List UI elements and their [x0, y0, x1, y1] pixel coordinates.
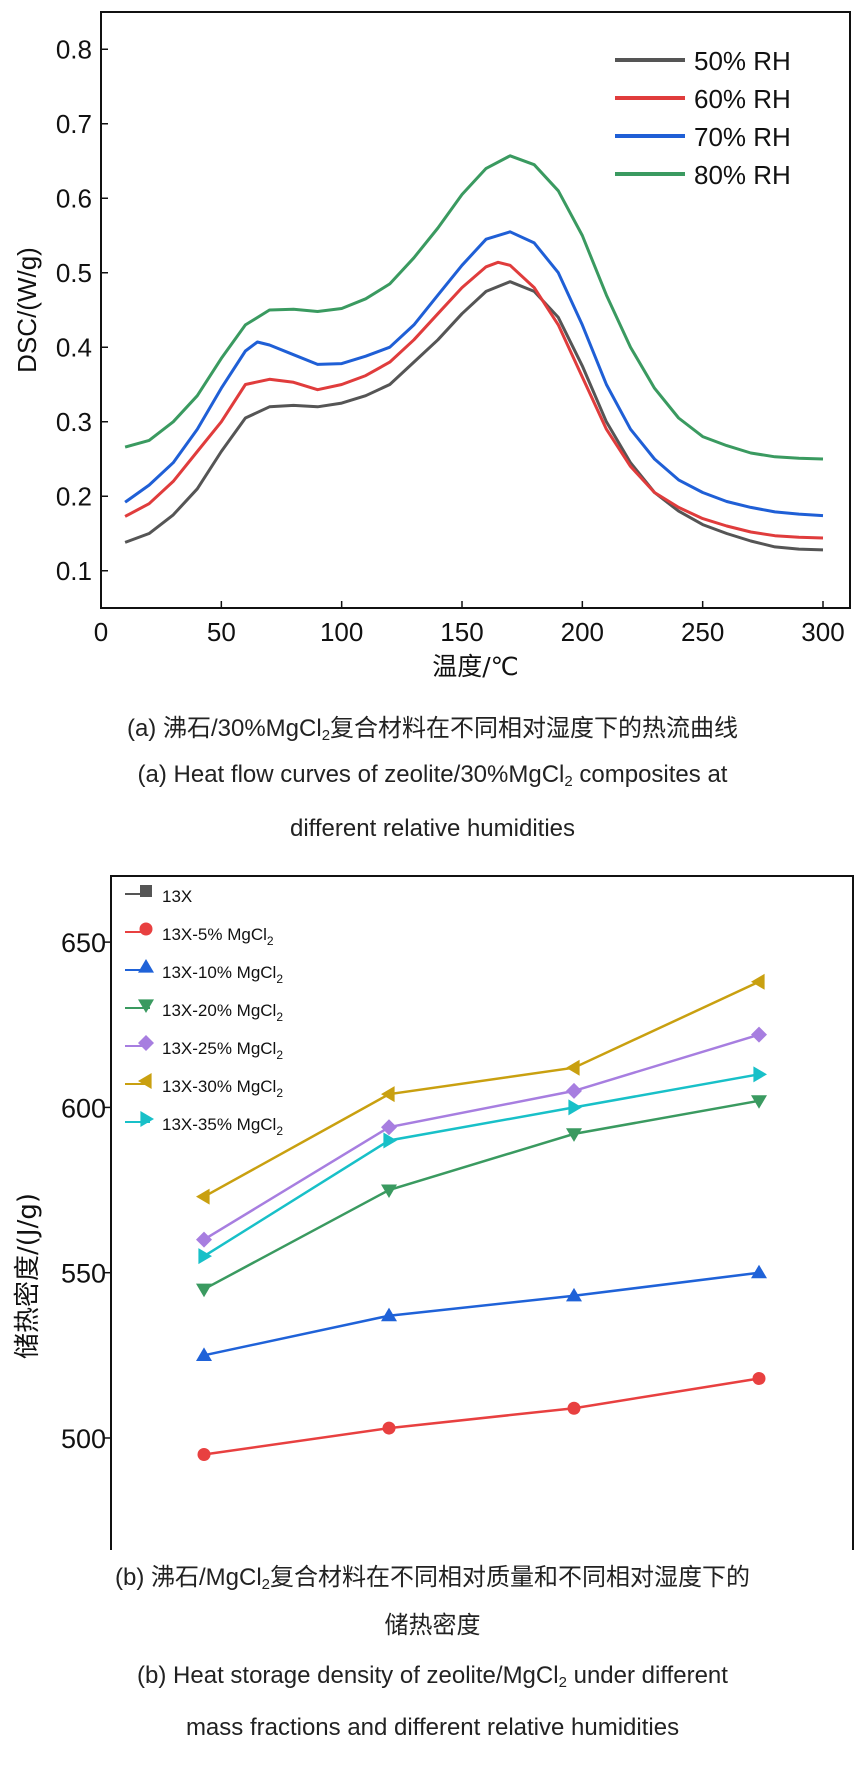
chart-a-heat-flow: 0 50 100 150 200 250 300 0.1 0.2 0.3 0.4 0.5 0.6 0.7 0…	[12, 11, 851, 681]
data-point-triangle-down	[196, 1283, 212, 1298]
data-point-triangle-left	[751, 973, 765, 990]
caption-a-en-line1: (a) Heat flow curves of zeolite/30%MgCl2…	[137, 761, 728, 790]
series-line-3	[203, 1271, 760, 1357]
y-tick-label: 550	[61, 1259, 106, 1289]
caption-a-en-line2: different relative humidities	[289, 815, 576, 842]
x-tick-label: 300	[801, 617, 844, 647]
legend-subscript: 2	[276, 1048, 283, 1062]
series-line-5	[203, 1033, 760, 1241]
data-point-triangle-down	[751, 1095, 767, 1109]
legend-label: 13X-25% MgCl2	[162, 1039, 283, 1062]
y-tick-label: 500	[61, 1424, 106, 1454]
data-point-circle	[197, 1448, 211, 1462]
data-point-diamond	[196, 1231, 212, 1248]
data-point-triangle-up	[196, 1347, 212, 1361]
data-point-triangle-up	[566, 1287, 582, 1302]
legend-subscript: 2	[276, 972, 283, 986]
legend-marker-circle	[139, 922, 153, 936]
data-point-diamond	[566, 1082, 582, 1099]
legend-label: 50% RH	[694, 46, 791, 76]
data-point-circle	[752, 1371, 766, 1385]
y-axis-label: 储热密度/(J/g)	[13, 1193, 43, 1359]
legend-label: 80% RH	[694, 160, 791, 190]
data-point-triangle-right	[198, 1248, 212, 1265]
y-tick-label: 0.7	[56, 109, 92, 139]
x-tick-label: 100	[320, 617, 363, 647]
y-tick-label: 0.3	[56, 407, 92, 437]
legend-marker-diamond	[138, 1035, 154, 1051]
series-line-2	[124, 260, 824, 540]
legend-label: 13X-5% MgCl2	[162, 925, 274, 948]
series-line-1	[124, 280, 824, 552]
data-point-triangle-up	[751, 1264, 767, 1279]
x-tick-label: 50	[207, 617, 236, 647]
y-tick-label: 0.1	[56, 556, 92, 586]
series-line-6	[203, 980, 760, 1198]
legend-marker-triangle-up	[138, 959, 154, 973]
legend-subscript: 2	[276, 1086, 283, 1100]
series-line-4	[124, 154, 824, 461]
x-axis-label: 温度/℃	[432, 652, 519, 681]
x-tick-label: 250	[681, 617, 724, 647]
legend-subscript: 2	[276, 1124, 283, 1138]
legend-marker-triangle-down	[138, 999, 154, 1013]
data-point-circle	[382, 1421, 396, 1435]
plot-frame	[110, 875, 854, 1550]
y-tick-label: 0.8	[56, 34, 92, 64]
data-point-triangle-left	[381, 1086, 395, 1103]
legend-label: 13X	[162, 887, 192, 906]
x-tick-label: 150	[440, 617, 483, 647]
data-point-triangle-down	[381, 1184, 397, 1199]
plot-frame	[100, 11, 851, 609]
legend-label: 13X-30% MgCl2	[162, 1077, 283, 1100]
legend-subscript: 2	[267, 934, 274, 948]
legend-subscript: 2	[276, 1010, 283, 1024]
caption-a-cn: (a) 沸石/30%MgCl2复合材料在不同相对湿度下的热流曲线	[126, 715, 739, 744]
x-tick-label: 200	[561, 617, 604, 647]
data-point-triangle-up	[381, 1307, 397, 1322]
y-tick-label: 0.2	[56, 481, 92, 511]
y-tick-label: 0.5	[56, 258, 92, 288]
data-point-triangle-right	[753, 1066, 767, 1083]
y-tick-label: 650	[61, 928, 106, 958]
series-line-2	[203, 1377, 760, 1456]
legend-label: 13X-10% MgCl2	[162, 963, 283, 986]
y-tick-label: 0.6	[56, 183, 92, 213]
y-tick-label: 600	[61, 1093, 106, 1123]
series-line-4	[203, 1099, 760, 1291]
legend-marker-triangle-right	[140, 1111, 154, 1127]
data-point-diamond	[381, 1119, 397, 1136]
caption-b-en-line1: (b) Heat storage density of zeolite/MgCl…	[137, 1662, 728, 1691]
data-point-triangle-down	[566, 1128, 582, 1142]
legend-label: 13X-35% MgCl2	[162, 1115, 283, 1138]
data-point-triangle-right	[383, 1132, 397, 1149]
caption-b-cn-line2: 储热密度	[384, 1612, 481, 1639]
legend-label: 60% RH	[694, 84, 791, 114]
series-line-3	[124, 230, 824, 518]
caption-b-en-line2: mass fractions and different relative hu…	[185, 1714, 680, 1741]
legend-marker-square	[140, 885, 152, 897]
data-point-triangle-left	[566, 1059, 580, 1076]
data-point-triangle-left	[196, 1188, 210, 1205]
caption-b-cn-line1: (b) 沸石/MgCl2复合材料在不同相对质量和不同相对湿度下的	[114, 1564, 750, 1593]
chart-b-heat-storage-density: 50%RH60%RH70%RH80%RH450500550600650相对湿度储…	[13, 875, 854, 1550]
data-point-circle	[567, 1401, 581, 1415]
x-tick-label: 0	[94, 617, 108, 647]
legend-marker-triangle-left	[138, 1073, 152, 1089]
legend-label: 13X-20% MgCl2	[162, 1001, 283, 1024]
legend-label: 70% RH	[694, 122, 791, 152]
data-point-diamond	[751, 1026, 767, 1043]
data-point-triangle-right	[568, 1099, 582, 1116]
series-line-7	[203, 1073, 760, 1258]
y-axis-label: DSC/(W/g)	[12, 247, 42, 373]
y-tick-label: 0.4	[56, 332, 92, 362]
